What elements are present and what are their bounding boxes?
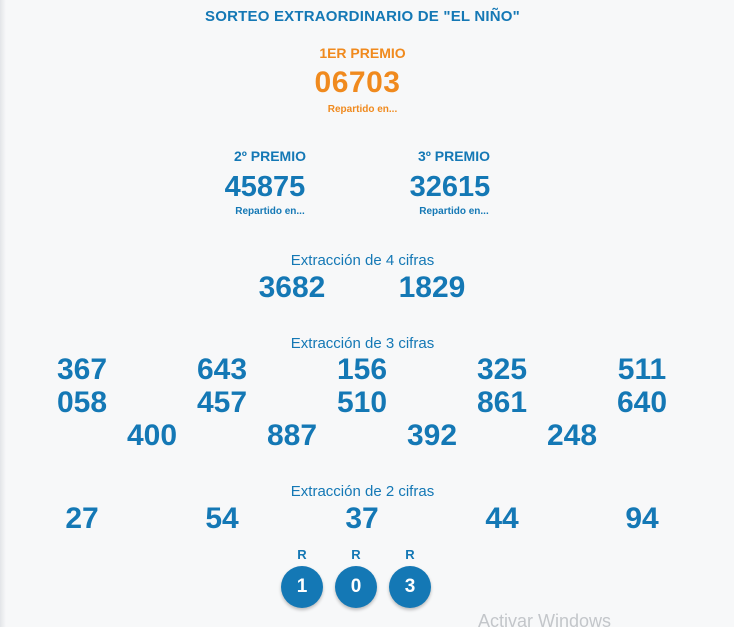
second-prize-distribution-link[interactable]: Repartido en...: [235, 206, 305, 217]
three-digit-number: 511: [617, 353, 667, 386]
second-prize-number: 45875: [224, 171, 306, 203]
two-digit-number: 44: [485, 502, 519, 535]
two-digit-label: Extracción de 2 cifras: [290, 483, 435, 500]
reintegro-label: R: [351, 547, 361, 562]
four-digit-label: Extracción de 4 cifras: [290, 252, 435, 269]
three-digit-number: 457: [196, 386, 248, 419]
four-digit-number: 3682: [258, 271, 326, 304]
left-panel-edge: [0, 0, 6, 627]
four-digit-number: 1829: [398, 271, 466, 304]
three-digit-number: 400: [126, 419, 178, 452]
three-digit-number: 058: [56, 386, 108, 419]
page-title: SORTEO EXTRAORDINARIO DE "EL NIÑO": [205, 8, 520, 25]
third-prize-label: 3º PREMIO: [417, 148, 491, 164]
reintegro-ball: 1: [281, 566, 323, 608]
reintegro-ball: 0: [335, 566, 377, 608]
three-digit-number: 510: [336, 386, 388, 419]
second-prize-label: 2º PREMIO: [233, 148, 307, 164]
three-digit-number: 156: [336, 353, 388, 386]
three-digit-number: 248: [546, 419, 598, 452]
reintegro-label: R: [405, 547, 415, 562]
reintegro-ball: 3: [389, 566, 431, 608]
three-digit-number: 392: [406, 419, 458, 452]
three-digit-number: 640: [616, 386, 668, 419]
first-prize-number: 06703: [314, 66, 401, 99]
first-prize-label: 1ER PREMIO: [319, 45, 406, 61]
three-digit-number: 861: [476, 386, 528, 419]
three-digit-number: 887: [266, 419, 318, 452]
three-digit-number: 367: [56, 353, 108, 386]
two-digit-number: 54: [205, 502, 239, 535]
two-digit-number: 94: [625, 502, 659, 535]
right-panel-edge: [734, 0, 752, 627]
three-digit-number: 643: [196, 353, 248, 386]
first-prize-distribution-link[interactable]: Repartido en...: [327, 104, 398, 115]
reintegro-label: R: [297, 547, 307, 562]
third-prize-number: 32615: [409, 171, 491, 203]
three-digit-label: Extracción de 3 cifras: [290, 335, 435, 352]
two-digit-number: 27: [65, 502, 99, 535]
two-digit-number: 37: [345, 502, 379, 535]
third-prize-distribution-link[interactable]: Repartido en...: [419, 206, 489, 217]
three-digit-number: 325: [476, 353, 528, 386]
windows-activation-watermark: Activar Windows: [478, 611, 612, 627]
